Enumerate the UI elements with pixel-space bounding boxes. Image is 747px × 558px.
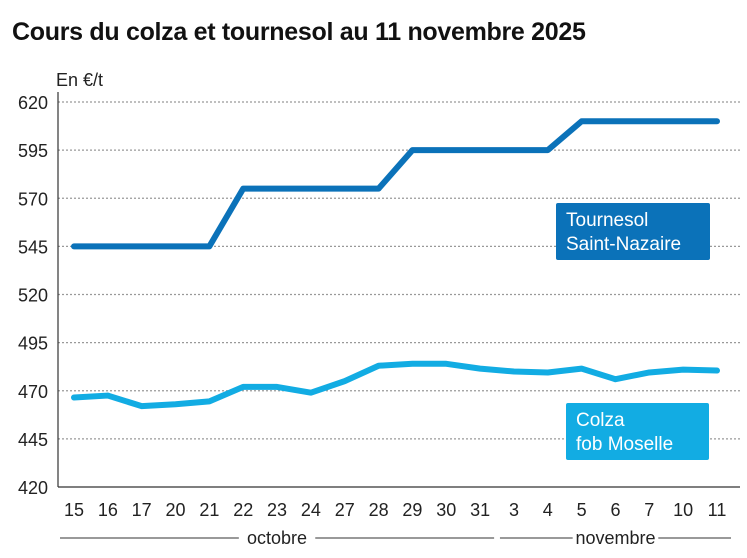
x-tick-label: 30 xyxy=(436,500,456,520)
legend-label: Colza xyxy=(576,410,625,431)
series-line-colza xyxy=(71,360,720,410)
legend-label: fob Moselle xyxy=(576,434,673,455)
y-tick-label: 595 xyxy=(18,141,48,161)
chart-title: Cours du colza et tournesol au 11 novemb… xyxy=(12,18,586,46)
x-tick-label: 3 xyxy=(509,500,519,520)
month-label: novembre xyxy=(575,528,655,548)
x-tick-label: 5 xyxy=(577,500,587,520)
x-tick-label: 10 xyxy=(673,500,693,520)
legend-box xyxy=(556,203,710,260)
y-tick-label: 495 xyxy=(18,334,48,354)
legend-label: Tournesol xyxy=(566,210,648,231)
x-tick-label: 7 xyxy=(644,500,654,520)
legend-label: Saint-Nazaire xyxy=(566,234,681,255)
x-tick-label: 23 xyxy=(267,500,287,520)
x-tick-label: 31 xyxy=(470,500,490,520)
month-label: octobre xyxy=(247,528,307,548)
y-tick-label: 620 xyxy=(18,93,48,113)
y-tick-label: 420 xyxy=(18,478,48,498)
x-tick-label: 6 xyxy=(610,500,620,520)
series-line-tournesol xyxy=(71,118,720,250)
y-tick-label: 445 xyxy=(18,430,48,450)
x-tick-label: 16 xyxy=(98,500,118,520)
x-tick-label: 4 xyxy=(543,500,553,520)
legend-box xyxy=(566,403,709,460)
x-tick-label: 17 xyxy=(132,500,152,520)
x-tick-label: 27 xyxy=(335,500,355,520)
y-tick-label: 570 xyxy=(18,189,48,209)
x-tick-label: 20 xyxy=(166,500,186,520)
x-tick-label: 28 xyxy=(369,500,389,520)
y-tick-label: 470 xyxy=(18,382,48,402)
x-tick-label: 24 xyxy=(301,500,321,520)
x-tick-label: 22 xyxy=(233,500,253,520)
y-tick-label: 545 xyxy=(18,237,48,257)
x-tick-label: 21 xyxy=(199,500,219,520)
y-axis-label: En €/t xyxy=(56,70,103,90)
y-tick-label: 520 xyxy=(18,286,48,306)
x-tick-label: 29 xyxy=(402,500,422,520)
x-tick-label: 15 xyxy=(64,500,84,520)
x-tick-label: 11 xyxy=(708,500,727,520)
